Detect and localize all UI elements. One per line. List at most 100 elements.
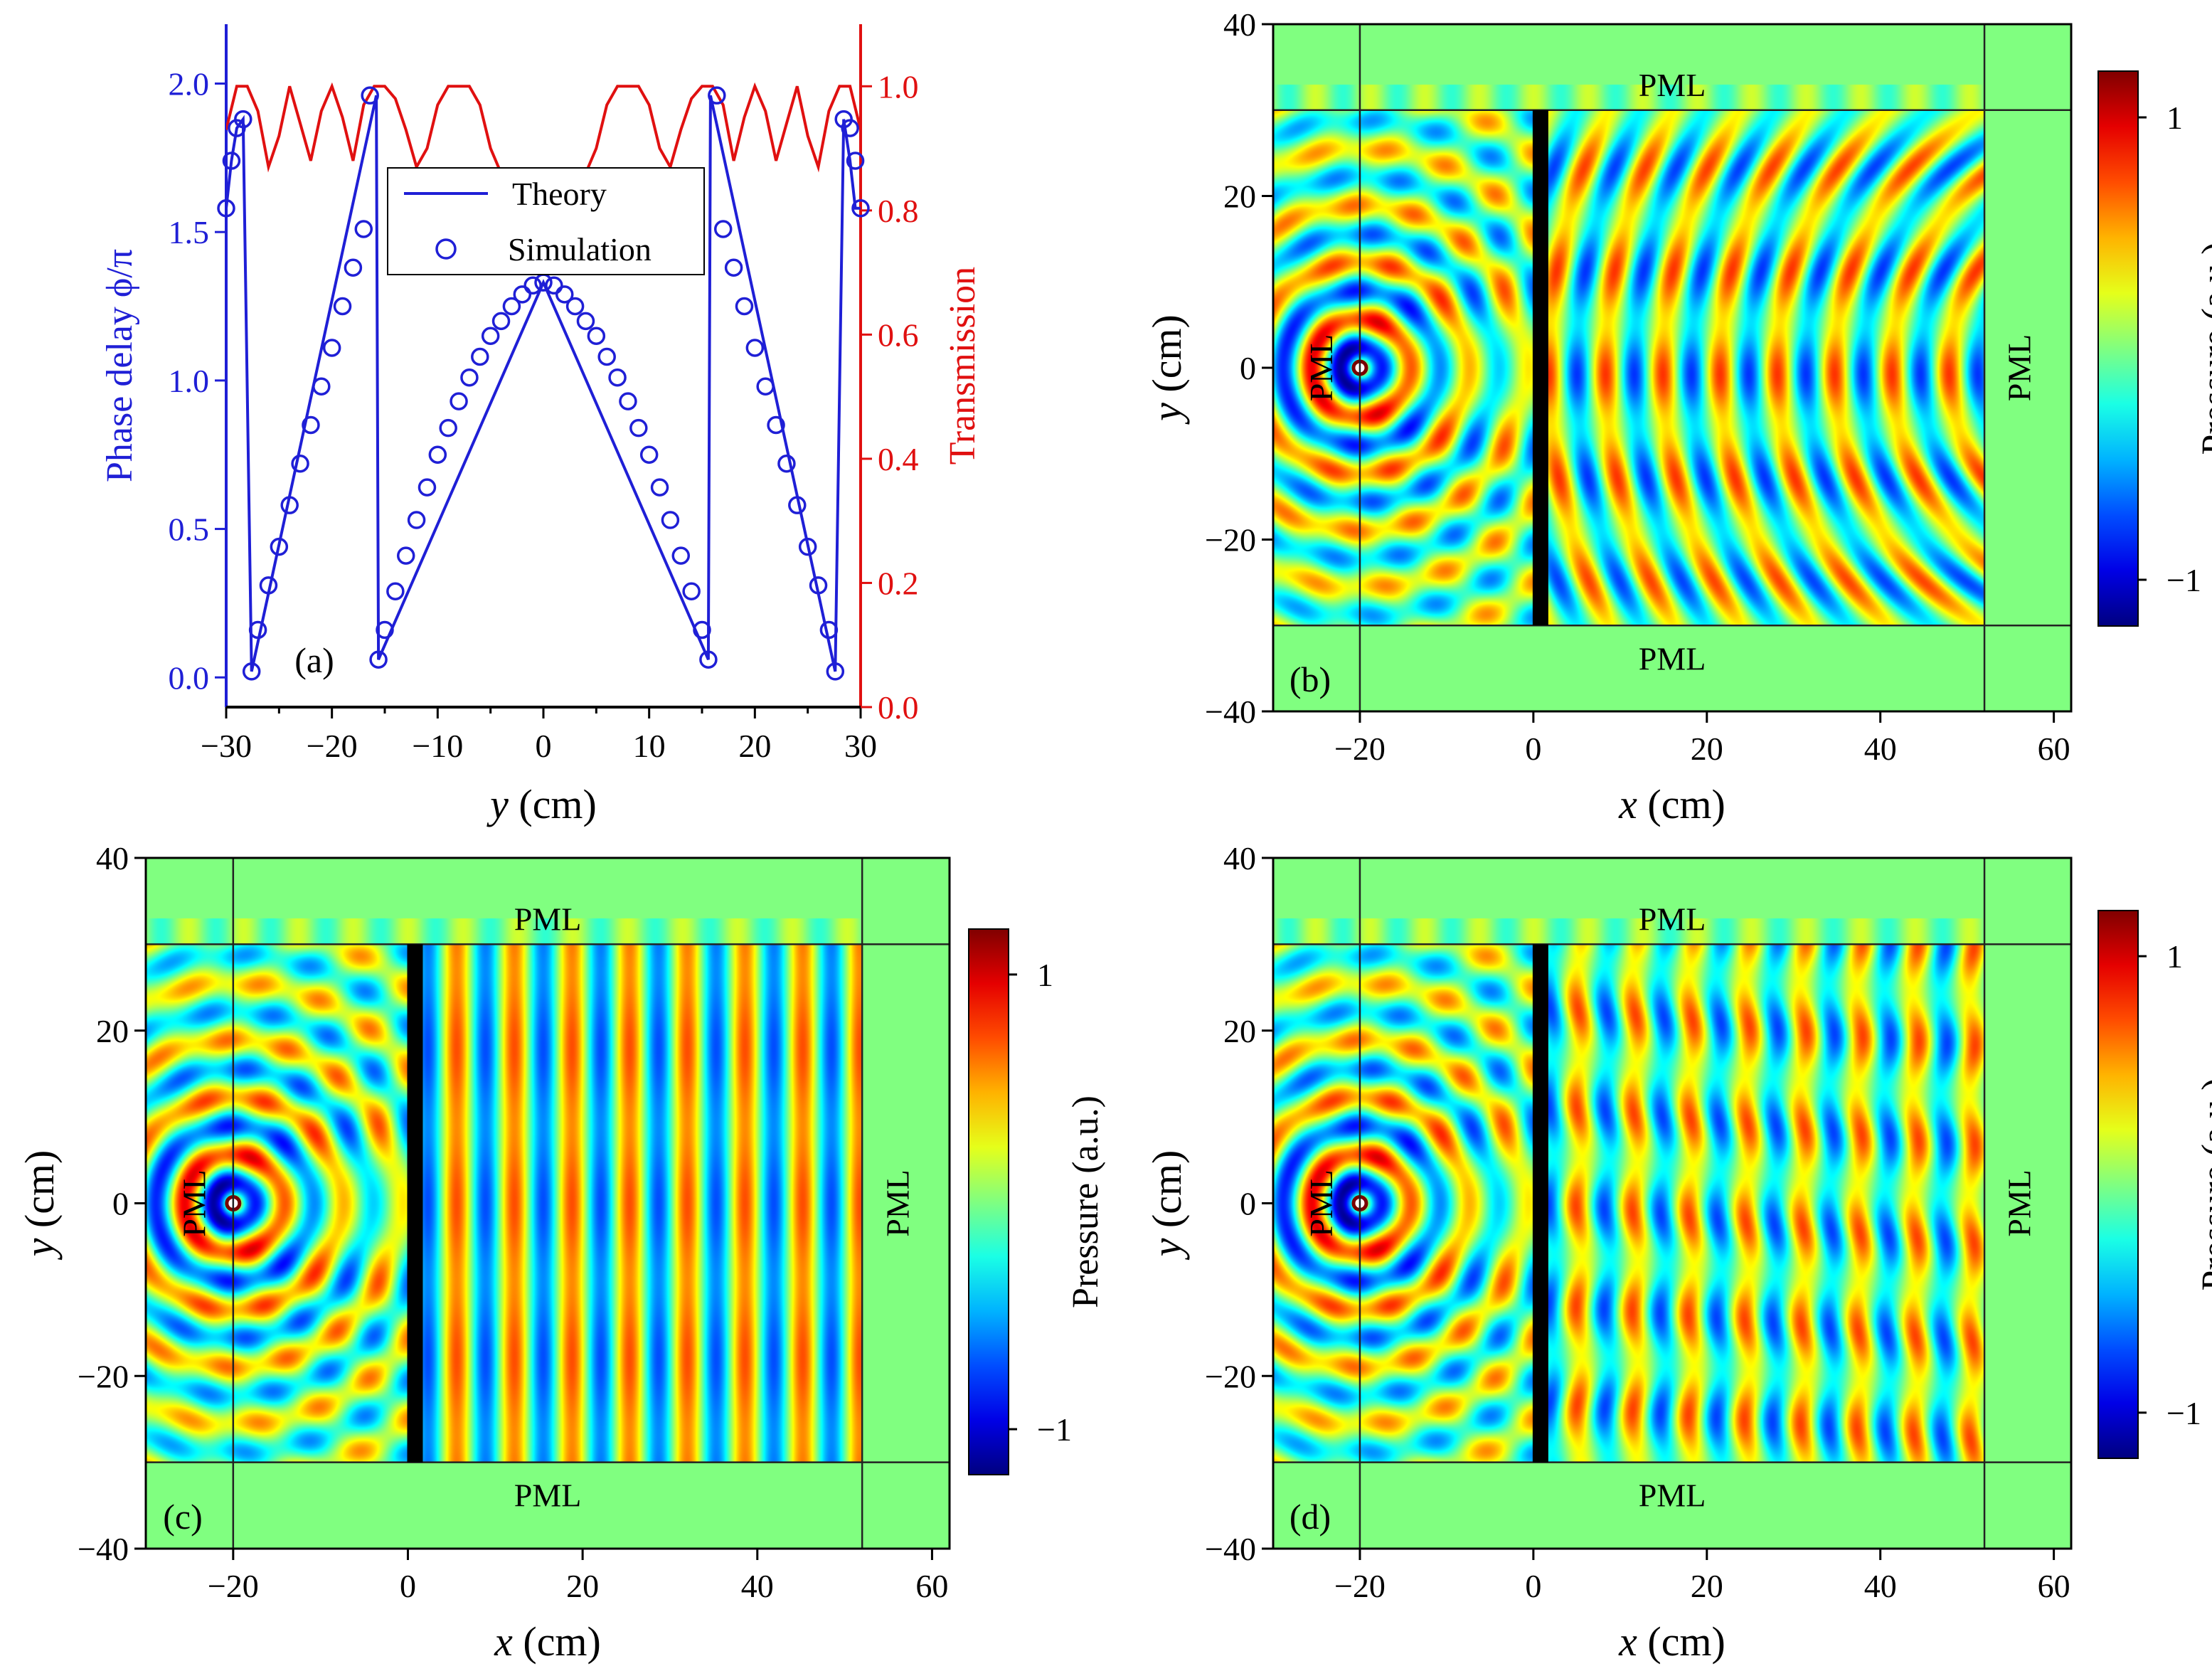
y-tick-label: 0: [112, 1186, 129, 1222]
colorbar-label: Pressure (a.u.): [2195, 243, 2212, 455]
pml-label-top: PML: [514, 901, 582, 937]
simulation-point: [788, 496, 807, 514]
x-tick-label: −20: [208, 1568, 259, 1604]
simulation-point: [826, 662, 845, 681]
x-axis-label-unit: (cm): [513, 1618, 601, 1665]
plot-a-area: [226, 24, 861, 707]
colorbar-tick-label: 1: [2166, 100, 2183, 136]
x-axis-label-a: y (cm): [486, 781, 597, 827]
x-axis-label-a-var: y: [486, 781, 509, 827]
x-axis-label-var: x: [1618, 1618, 1637, 1665]
pml-label-left: PML: [1303, 334, 1339, 402]
pml-label-left: PML: [176, 1169, 213, 1237]
y-tick-label: 1.5: [169, 214, 210, 250]
y-axis-label: y (cm): [1144, 1150, 1190, 1261]
simulation-point: [450, 392, 468, 410]
simulation-point: [756, 377, 775, 396]
legend-theory-label: Theory: [512, 176, 607, 212]
y-axis-label-var: y: [16, 1238, 63, 1260]
y2-axis-label-a: Transmission: [942, 267, 983, 465]
metasurface: [407, 944, 423, 1463]
simulation-point: [555, 285, 574, 304]
simulation-point: [312, 377, 331, 396]
simulation-point: [576, 312, 595, 331]
x-tick-label: 0: [1525, 731, 1541, 767]
simulation-point: [629, 418, 648, 437]
x-tick-label: 30: [844, 728, 877, 764]
y-axis-label: y (cm): [16, 1150, 63, 1261]
simulation-point: [376, 620, 394, 640]
simulation-point: [280, 496, 299, 514]
simulation-point: [777, 454, 796, 473]
simulation-point: [291, 454, 309, 473]
simulation-point: [745, 339, 765, 357]
simulation-point: [699, 650, 718, 669]
y-axis-label-var: y: [1144, 403, 1190, 425]
y-tick-label: 2.0: [169, 65, 210, 102]
x-axis-label-a-unit: (cm): [509, 781, 597, 827]
y-axis-label-a: Phase delay ϕ/π: [100, 249, 140, 482]
simulation-point: [248, 620, 267, 640]
x-axis-label-var: x: [1618, 781, 1637, 827]
panel-label: (d): [1290, 1497, 1331, 1537]
simulation-point: [407, 511, 426, 529]
simulation-point: [639, 445, 659, 464]
x-axis-label: x (cm): [494, 1618, 601, 1665]
simulation-point: [502, 297, 521, 316]
colorbar: [968, 928, 1009, 1475]
simulation-point: [439, 418, 457, 437]
simulation-point: [491, 312, 511, 331]
x-tick-label: −20: [1334, 1568, 1386, 1604]
simulation-point: [270, 537, 289, 556]
colorbar-label: Pressure (a.u.): [2195, 1078, 2212, 1291]
simulation-point: [396, 546, 415, 565]
y-tick-label: 40: [1223, 840, 1256, 876]
x-tick-label: 60: [2038, 1568, 2070, 1604]
simulation-point: [217, 199, 235, 218]
simulation-point: [471, 347, 489, 366]
simulation-point: [565, 297, 585, 316]
simulation-point: [523, 276, 542, 295]
pml-label-bottom: PML: [514, 1478, 582, 1514]
simulation-point: [735, 297, 754, 316]
x-axis-label-unit: (cm): [1637, 781, 1726, 827]
y-tick-label: −40: [1205, 694, 1256, 730]
x-tick-label: 20: [1691, 731, 1723, 767]
x-tick-label: −20: [307, 728, 358, 764]
field-image: [1273, 858, 2071, 1549]
legend-simulation-swatch: [435, 238, 457, 260]
metasurface: [1532, 110, 1548, 626]
field-image: [1273, 24, 2071, 711]
y-tick-label: 0: [1240, 350, 1256, 386]
simulation-point: [809, 576, 828, 595]
colorbar: [2097, 910, 2139, 1459]
simulation-point: [608, 368, 627, 387]
field-image: [146, 858, 950, 1549]
y2-tick-label: 0.2: [878, 565, 919, 601]
x-tick-label: −20: [1334, 731, 1386, 767]
simulation-point: [713, 220, 733, 238]
simulation-point: [302, 415, 320, 435]
simulation-point: [682, 582, 701, 600]
y2-tick-label: 0.8: [878, 193, 919, 229]
colorbar-tick-label: 1: [2166, 938, 2183, 975]
simulation-point: [597, 347, 616, 366]
colorbar-label: Pressure (a.u.): [1065, 1096, 1106, 1308]
y2-tick-label: 0.0: [878, 689, 919, 726]
simulation-point: [369, 650, 388, 669]
y-axis-label-unit: (cm): [1144, 314, 1190, 403]
colorbar: [2097, 70, 2139, 627]
y-tick-label: 40: [1223, 6, 1256, 43]
panel-label: (c): [163, 1497, 203, 1537]
simulation-point: [222, 152, 241, 170]
y-tick-label: 0.5: [169, 511, 210, 548]
simulation-point: [708, 86, 726, 105]
pml-label-left: PML: [1303, 1169, 1339, 1237]
simulation-point: [354, 220, 373, 238]
simulation-point: [724, 258, 743, 277]
panel-label-a: (a): [294, 640, 334, 680]
x-tick-label: 0: [536, 728, 552, 764]
simulation-point: [242, 662, 261, 681]
x-tick-label: 20: [566, 1568, 599, 1604]
